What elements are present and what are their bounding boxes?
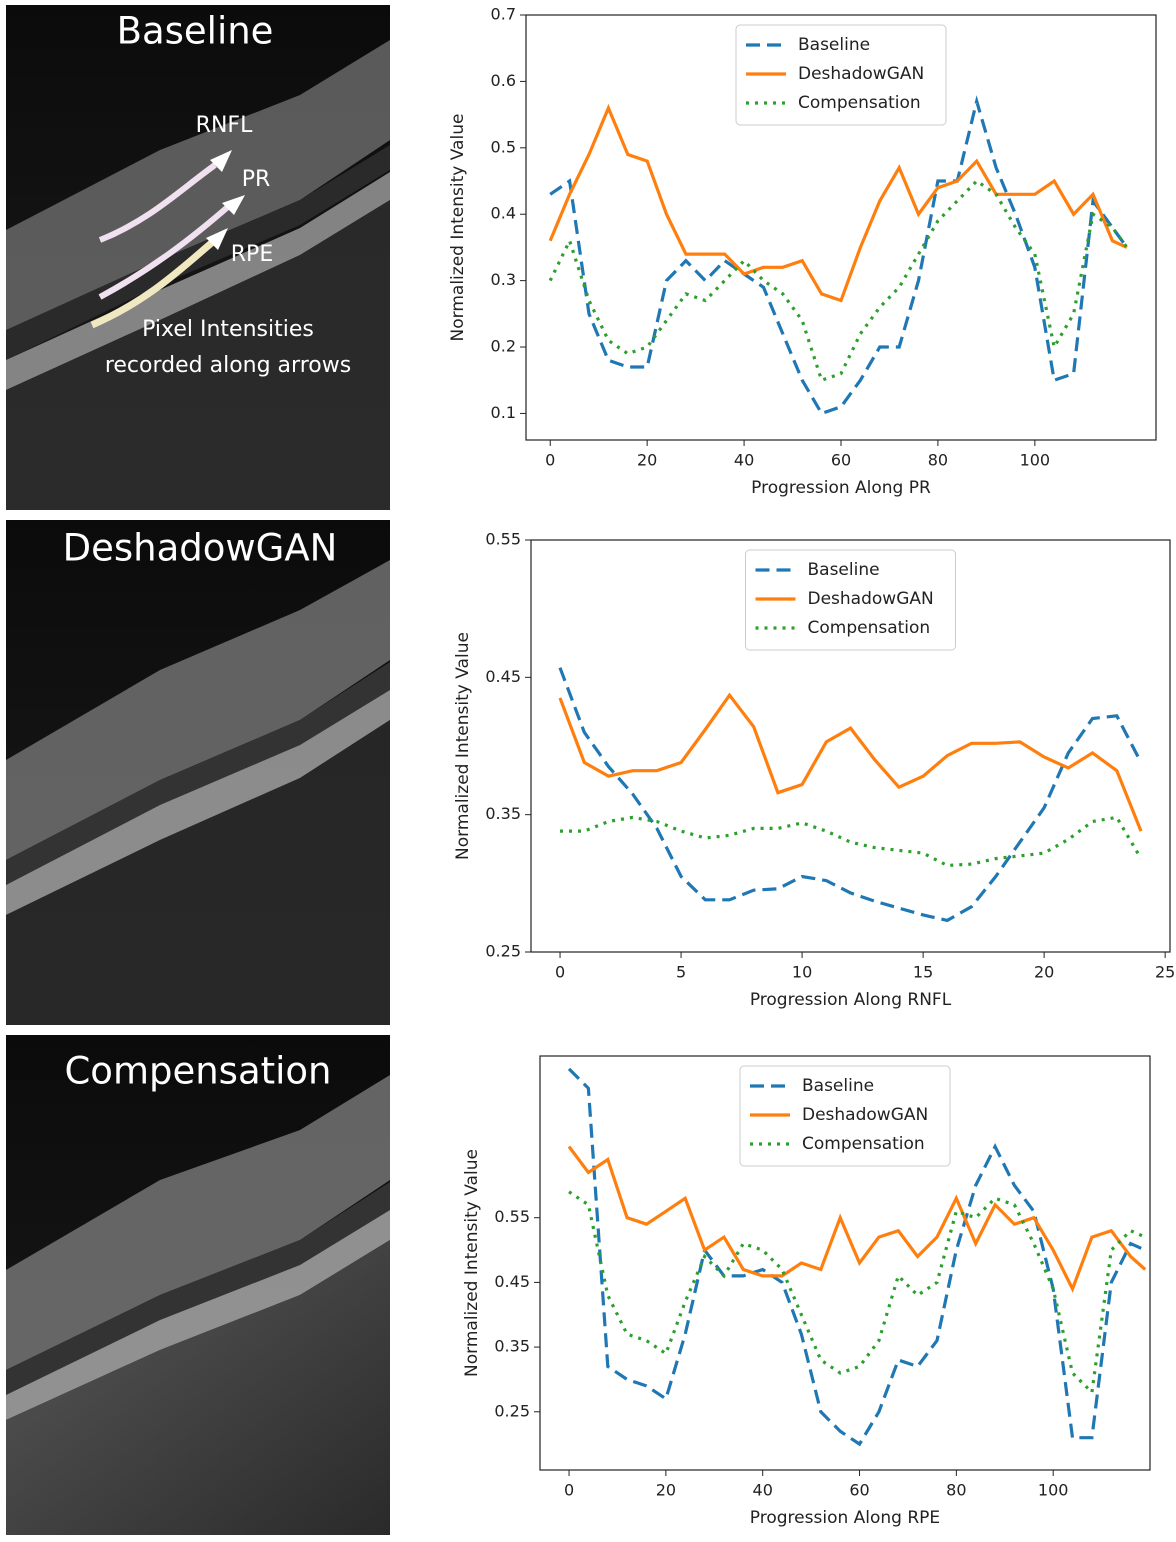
x-axis-label: Progression Along PR bbox=[751, 478, 931, 498]
legend-label: DeshadowGAN bbox=[802, 1105, 928, 1125]
x-tick-label: 15 bbox=[913, 963, 933, 982]
y-tick-label: 0.25 bbox=[494, 1401, 530, 1420]
legend-label: Baseline bbox=[802, 1076, 874, 1096]
y-tick-label: 0.55 bbox=[494, 1207, 530, 1226]
x-tick-label: 60 bbox=[849, 1481, 869, 1500]
x-tick-label: 5 bbox=[676, 963, 686, 982]
y-axis-label: Normalized Intensity Value bbox=[448, 114, 468, 342]
legend-label: Compensation bbox=[802, 1134, 925, 1154]
x-tick-label: 100 bbox=[1020, 451, 1051, 470]
y-tick-label: 0.45 bbox=[485, 667, 521, 686]
oct-image bbox=[6, 1035, 390, 1535]
x-axis-label: Progression Along RNFL bbox=[750, 990, 952, 1010]
series-line bbox=[560, 695, 1141, 831]
y-axis-label: Normalized Intensity Value bbox=[453, 632, 473, 860]
y-tick-label: 0.1 bbox=[491, 403, 516, 422]
image-title: Compensation bbox=[64, 1050, 331, 1093]
image-title: DeshadowGAN bbox=[63, 527, 338, 570]
y-axis-label: Normalized Intensity Value bbox=[462, 1149, 482, 1377]
x-tick-label: 0 bbox=[555, 963, 565, 982]
series-line bbox=[550, 181, 1127, 380]
y-tick-label: 0.3 bbox=[491, 270, 516, 289]
legend-label: Compensation bbox=[798, 93, 921, 113]
y-tick-label: 0.25 bbox=[485, 942, 521, 961]
oct-image bbox=[6, 520, 390, 1025]
y-tick-label: 0.55 bbox=[485, 530, 521, 549]
x-tick-label: 0 bbox=[545, 451, 555, 470]
layer-label: RPE bbox=[231, 242, 273, 267]
y-tick-label: 0.35 bbox=[485, 804, 521, 823]
y-tick-label: 0.7 bbox=[491, 5, 516, 24]
y-tick-label: 0.5 bbox=[491, 137, 516, 156]
figure: Baseline RNFL PR RPE Pixel Intensities r… bbox=[0, 0, 1176, 1538]
image-title: Baseline bbox=[117, 10, 274, 53]
x-tick-label: 10 bbox=[792, 963, 812, 982]
legend-label: Baseline bbox=[808, 560, 880, 580]
x-tick-label: 40 bbox=[734, 451, 754, 470]
x-tick-label: 80 bbox=[946, 1481, 966, 1500]
legend-label: Compensation bbox=[808, 618, 931, 638]
series-line bbox=[560, 817, 1141, 865]
layer-label: PR bbox=[242, 167, 271, 192]
layer-label: RNFL bbox=[196, 113, 253, 138]
x-tick-label: 100 bbox=[1038, 1481, 1069, 1500]
y-tick-label: 0.2 bbox=[491, 337, 516, 356]
y-tick-label: 0.4 bbox=[491, 204, 516, 223]
oct-image bbox=[6, 5, 390, 510]
series-line bbox=[550, 108, 1127, 301]
y-tick-label: 0.45 bbox=[494, 1272, 530, 1291]
y-tick-label: 0.6 bbox=[491, 71, 516, 90]
x-tick-label: 25 bbox=[1155, 963, 1175, 982]
x-tick-label: 60 bbox=[831, 451, 851, 470]
legend-label: Baseline bbox=[798, 35, 870, 55]
x-axis-label: Progression Along RPE bbox=[750, 1508, 940, 1528]
x-tick-label: 0 bbox=[564, 1481, 574, 1500]
image-note: Pixel Intensities bbox=[142, 317, 314, 342]
x-tick-label: 20 bbox=[656, 1481, 676, 1500]
series-line bbox=[550, 101, 1127, 413]
series-line bbox=[569, 1147, 1145, 1289]
series-line bbox=[560, 668, 1141, 921]
x-tick-label: 80 bbox=[928, 451, 948, 470]
legend-label: DeshadowGAN bbox=[798, 64, 924, 84]
image-note: recorded along arrows bbox=[105, 353, 351, 378]
y-tick-label: 0.35 bbox=[494, 1337, 530, 1356]
x-tick-label: 20 bbox=[1034, 963, 1054, 982]
x-tick-label: 20 bbox=[637, 451, 657, 470]
legend-label: DeshadowGAN bbox=[808, 589, 934, 609]
series-line bbox=[569, 1192, 1145, 1393]
x-tick-label: 40 bbox=[753, 1481, 773, 1500]
